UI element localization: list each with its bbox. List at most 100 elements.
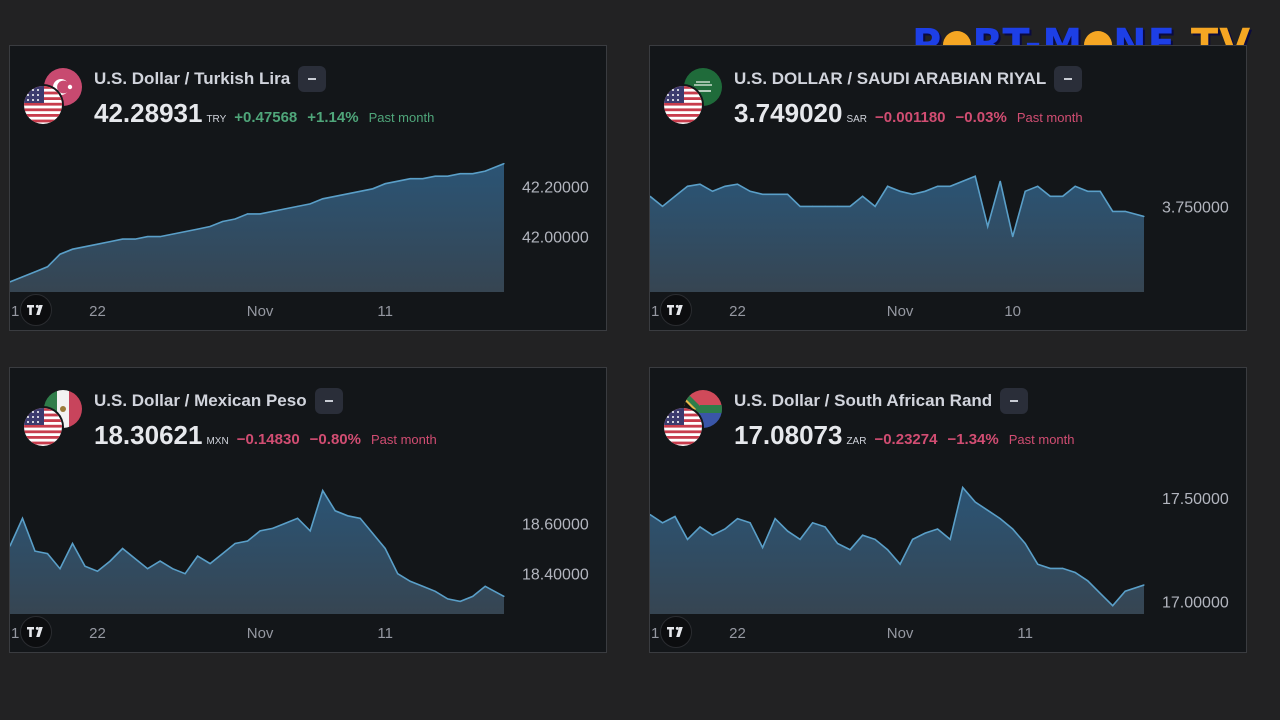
data-point (284, 522, 286, 524)
data-point (434, 590, 436, 592)
area-chart[interactable]: 3.750000 1 22 Nov 10 (650, 46, 1247, 331)
data-point (762, 547, 764, 549)
change-period: Past month (1016, 110, 1083, 125)
data-point (974, 501, 976, 503)
data-point (347, 193, 349, 195)
currency-pair-flags (24, 390, 84, 450)
symbol-title-text[interactable]: U.S. Dollar / Turkish Lira (94, 69, 291, 88)
price-line (10, 162, 505, 283)
data-point (711, 190, 714, 192)
data-point (409, 580, 411, 582)
data-point (422, 178, 424, 180)
data-point (109, 241, 111, 243)
area-chart[interactable]: 17.50000 17.00000 1 22 Nov 11 (650, 368, 1247, 653)
data-point (209, 563, 211, 565)
x-tick-label: 1 (11, 625, 19, 642)
last-price: 3.749020 (734, 98, 843, 128)
chart-card-mxn[interactable]: U.S. Dollar / Mexican Peso 18.30621 MXN … (9, 367, 607, 653)
minus-icon[interactable] (314, 388, 343, 414)
tradingview-logo-icon[interactable] (20, 616, 52, 648)
data-point (10, 545, 11, 547)
data-point (999, 518, 1001, 520)
symbol-title-text[interactable]: U.S. Dollar / South African Rand (734, 391, 993, 410)
data-point (334, 510, 336, 512)
last-price: 18.30621 (94, 420, 203, 450)
chart-card-sar[interactable]: U.S. DOLLAR / SAUDI ARABIAN RIYAL 3.7490… (649, 45, 1247, 331)
data-point (347, 515, 349, 517)
data-point (21, 276, 24, 278)
symbol-title[interactable]: U.S. Dollar / South African Rand (734, 388, 1029, 414)
data-point (209, 225, 211, 228)
data-point (962, 486, 964, 489)
minus-icon[interactable] (298, 66, 327, 92)
symbol-title[interactable]: U.S. Dollar / Mexican Peso (94, 388, 343, 414)
price-row: 3.749020 SAR −0.001180 −0.03% Past month (734, 98, 1083, 129)
data-point (1062, 195, 1064, 197)
data-point (899, 190, 901, 192)
data-point (974, 175, 976, 177)
price-change: +0.47568 (234, 109, 298, 126)
area-chart[interactable]: 18.60000 18.40000 1 22 Nov 11 (10, 368, 607, 653)
symbol-title-text[interactable]: U.S. Dollar / Mexican Peso (94, 391, 307, 410)
data-point (84, 565, 86, 567)
symbol-title[interactable]: U.S. DOLLAR / SAUDI ARABIAN RIYAL (734, 66, 1083, 92)
data-point (134, 238, 136, 240)
data-point (962, 180, 964, 182)
tradingview-logo-icon[interactable] (660, 616, 692, 648)
data-point (46, 553, 49, 555)
data-point (824, 205, 826, 207)
data-point (1024, 542, 1026, 545)
x-tick-label: 22 (729, 625, 746, 642)
data-point (1062, 567, 1064, 569)
data-point (1112, 210, 1114, 212)
data-point (924, 532, 926, 534)
data-point (272, 210, 274, 212)
area-fill (10, 490, 504, 614)
data-point (774, 193, 776, 195)
data-point (1087, 190, 1089, 192)
data-point (222, 553, 224, 555)
data-point (84, 246, 86, 248)
chart-card-zar[interactable]: U.S. Dollar / South African Rand 17.0807… (649, 367, 1247, 653)
us-flag-icon (664, 408, 702, 446)
minus-icon[interactable] (1054, 66, 1083, 92)
data-point (1112, 605, 1114, 607)
chart-card-try[interactable]: U.S. Dollar / Turkish Lira 42.28931 TRY … (9, 45, 607, 331)
us-flag-icon (24, 408, 62, 446)
data-point (384, 183, 386, 185)
price-change-percent: −0.03% (955, 109, 1007, 126)
data-point (297, 517, 299, 519)
minus-icon[interactable] (1000, 388, 1029, 414)
data-point (1012, 528, 1014, 530)
data-point (472, 173, 474, 175)
data-point (122, 238, 124, 240)
x-tick-label: Nov (887, 625, 914, 642)
y-tick-label: 18.40000 (522, 567, 589, 584)
area-chart[interactable]: 42.20000 42.00000 1 22 Nov 11 (10, 46, 607, 331)
data-point (674, 195, 676, 197)
data-point (447, 175, 449, 177)
y-tick-label: 42.00000 (522, 230, 589, 247)
x-tick-label: Nov (247, 303, 274, 320)
data-point (699, 526, 701, 528)
data-point (1049, 567, 1051, 569)
data-point (159, 236, 161, 238)
data-point (147, 236, 149, 238)
data-point (849, 549, 851, 551)
y-tick-label: 42.20000 (522, 179, 589, 196)
price-row: 42.28931 TRY +0.47568 +1.14% Past month (94, 98, 434, 129)
currency-code: ZAR (846, 436, 867, 447)
symbol-title[interactable]: U.S. Dollar / Turkish Lira (94, 66, 327, 92)
symbol-title-text[interactable]: U.S. DOLLAR / SAUDI ARABIAN RIYAL (734, 69, 1047, 88)
tradingview-logo-icon[interactable] (20, 294, 52, 326)
data-point (484, 585, 486, 587)
us-flag-icon (24, 86, 62, 124)
price-change-percent: −1.34% (947, 431, 999, 448)
data-point (661, 205, 664, 207)
data-point (434, 175, 436, 177)
data-point (837, 205, 839, 207)
us-flag-icon (664, 86, 702, 124)
data-point (887, 185, 889, 187)
x-tick-label: 11 (377, 625, 393, 642)
tradingview-logo-icon[interactable] (660, 294, 692, 326)
